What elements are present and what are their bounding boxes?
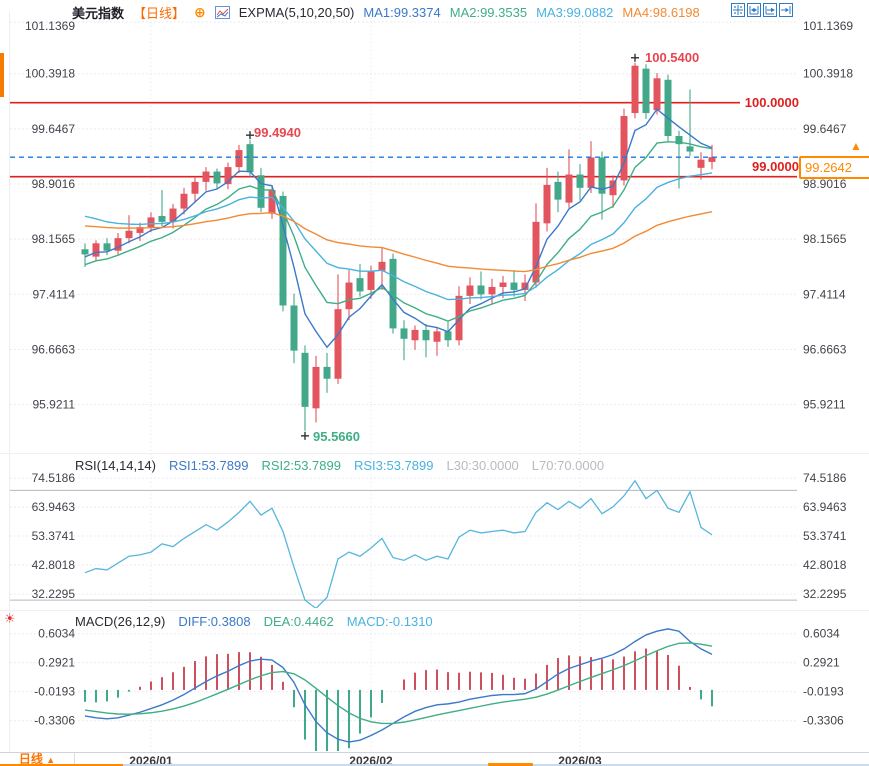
grid-lines [10,14,797,751]
ma3-value: MA3:99.0882 [536,5,614,20]
axis-tick-label: 42.8018 [803,558,847,572]
axis-tick-label: 0.2921 [803,656,840,670]
symbol-name: 美元指数 [72,6,125,21]
last-price-box: 99.2642 [799,156,869,179]
brightness-icon[interactable]: ☀ [4,611,16,626]
x-axis-label-mar: 2026/03 [558,754,602,766]
axis-tick-labels: 101.1369 101.1369 100.3918 100.3918 99.6467 9… [25,19,853,728]
extreme-markers [246,53,639,440]
crosshair-icon[interactable] [731,3,745,17]
ema-line-5 [84,108,713,349]
indicator-chart-icon[interactable] [214,6,230,19]
axis-tick-label: -0.3306 [803,714,844,728]
axis-tick-label: 98.9016 [32,177,76,191]
period-tag[interactable]: 【日线】 [133,6,186,21]
axis-tick-label: 100.3918 [25,67,75,81]
compress-time-axis-icon[interactable] [747,3,761,17]
axis-tick-label: 0.2921 [38,656,75,670]
rsi-indicator-name: RSI(14,14,14) [75,458,156,473]
axis-tick-label: 42.8018 [32,558,76,572]
period-button-underline [0,764,123,766]
axis-tick-label: 97.4114 [33,287,76,301]
side-orange-indicator [0,53,4,97]
latest-price-arrow-icon[interactable]: ▲ [850,139,862,153]
ema-line-20 [84,172,713,301]
axis-tick-label: 98.1565 [803,232,847,246]
main-chart-header: 美元指数 【日线】 ⊕ EXPMA(5,10,20,50) MA1:99.337… [72,3,700,22]
axis-tick-label: 95.9211 [33,398,76,412]
x-axis-label-feb: 2026/02 [349,754,393,766]
axis-tick-label: 96.6663 [803,342,847,356]
indicator-settings-icon[interactable]: ⊕ [194,4,206,20]
period-button-arrow-icon: ▲ [46,755,56,765]
axis-tick-label: 99.6467 [32,122,76,136]
resistance-level-label: 100.0000 [740,95,800,110]
axis-tick-label: 95.9211 [803,398,846,412]
axis-tick-label: 63.9463 [803,500,847,514]
axis-tick-label: -0.3306 [34,714,75,728]
rsi-l70-value: L70:70.0000 [531,458,605,473]
axis-tick-label: 96.6663 [32,342,76,356]
candlesticks [81,62,716,431]
peak-price-annotation: 99.4940 [254,125,301,140]
rsi-pane-header: RSI(14,14,14) RSI1:53.7899 RSI2:53.7899 … [75,458,604,473]
axis-tick-label: 32.2295 [803,587,847,601]
axis-tick-label: 101.1369 [25,19,75,33]
rsi-l30-value: L30:30.0000 [446,458,519,473]
ema-line-50 [84,211,713,273]
dea-value: DEA:0.4462 [263,614,334,629]
ma1-value: MA1:99.3374 [363,5,441,20]
macd-value: MACD:-0.1310 [346,614,433,629]
axis-tick-label: 0.6034 [803,627,840,641]
axis-tick-label: 98.1565 [32,232,76,246]
macd-indicator-name: MACD(26,12,9) [75,614,166,629]
high-price-annotation: 100.5400 [645,50,700,65]
macd-pane-header: MACD(26,12,9) DIFF:0.3808 DEA:0.4462 MAC… [75,614,433,629]
axis-tick-label: 98.9016 [803,177,847,191]
pane-separator-main-rsi [0,453,869,454]
rsi3-value: RSI3:53.7899 [353,458,434,473]
macd-plot [84,628,713,751]
chart-toolbar [731,3,793,17]
time-scrollbar-track[interactable] [0,764,869,766]
support-level-label: 99.0000 [740,159,800,174]
axis-tick-label: 99.6467 [803,122,847,136]
ema-line-10 [84,141,713,322]
ema-lines [84,108,713,349]
axis-tick-label: 100.3918 [803,67,853,81]
pane-separator-rsi-macd [0,610,869,611]
axis-tick-label: 53.3741 [803,529,847,543]
ma2-value: MA2:99.3535 [449,5,528,20]
axis-tick-label: 0.6034 [38,627,75,641]
axis-tick-label: 32.2295 [32,587,76,601]
low-price-annotation: 95.5660 [313,429,360,444]
time-scrollbar-thumb[interactable] [488,763,533,766]
indicator-name: EXPMA(5,10,20,50) [238,5,355,20]
rsi1-value: RSI1:53.7899 [168,458,249,473]
axis-tick-label: -0.0193 [803,685,844,699]
diff-value: DIFF:0.3808 [178,614,251,629]
rsi-line [84,479,713,608]
bottom-time-bar: 日线 ▲ 2026/01 2026/02 2026/03 [0,752,869,766]
diff-line [84,628,713,743]
axis-tick-label: -0.0193 [34,685,75,699]
rsi2-value: RSI2:53.7899 [261,458,341,473]
period-button-label: 日线 [18,752,43,766]
axis-tick-label: 74.5186 [32,471,76,485]
rsi-threshold-lines [10,489,797,601]
plot-left-border [9,12,10,752]
axis-tick-label: 53.3741 [32,529,76,543]
axis-tick-label: 101.1369 [803,19,853,33]
axis-tick-label: 63.9463 [32,500,76,514]
axis-tick-label: 74.5186 [803,471,847,485]
jump-to-latest-icon[interactable] [779,3,793,17]
ma4-value: MA4:98.6198 [622,5,700,20]
dea-line [84,642,713,725]
x-axis-label-jan: 2026/01 [129,754,173,766]
axis-tick-label: 97.4114 [803,287,846,301]
period-selector-button[interactable]: 日线 ▲ [0,753,75,766]
expand-time-axis-icon[interactable] [763,3,777,17]
